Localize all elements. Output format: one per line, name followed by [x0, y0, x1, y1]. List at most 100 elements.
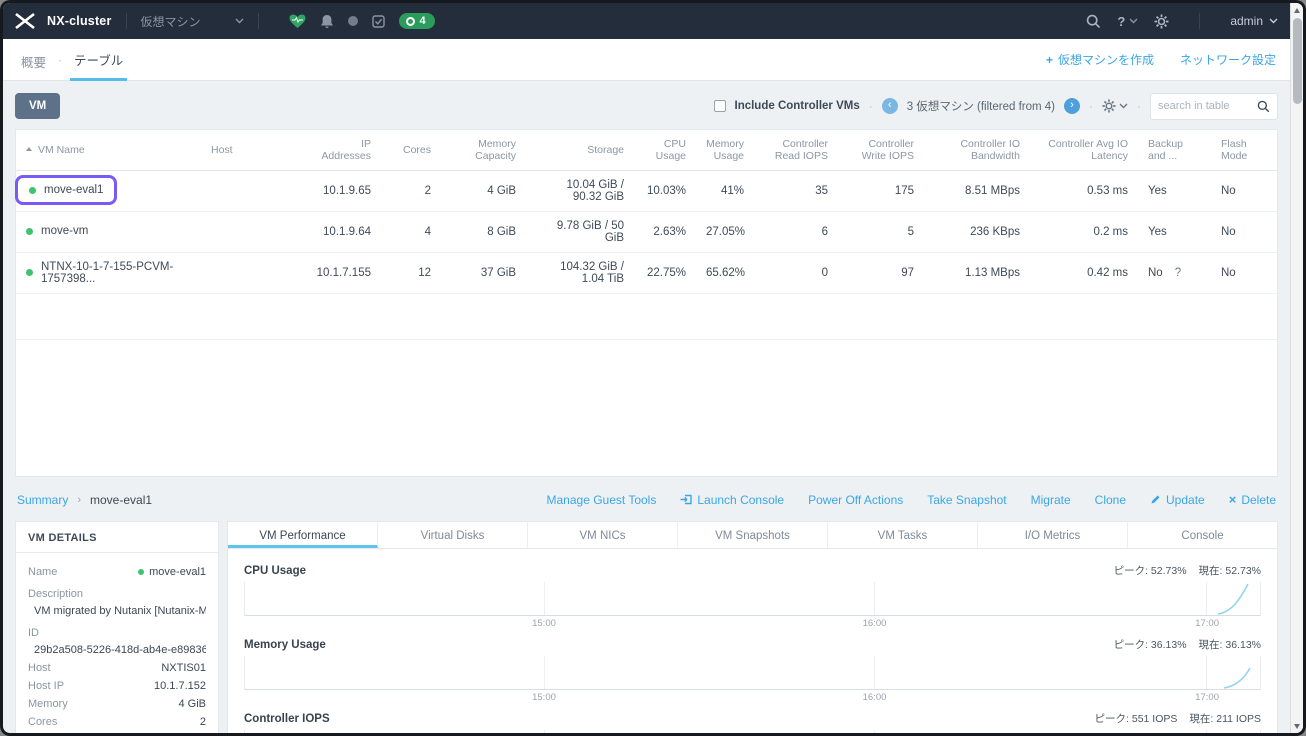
cell-cpu-usage: 22.75%	[634, 252, 696, 294]
vm-name[interactable]: NTNX-10-1-7-155-PCVM-1757398...	[26, 261, 191, 285]
field-value-host: NXTIS01	[161, 661, 206, 674]
chart-current: 現在: 211 IOPS	[1189, 712, 1261, 725]
user-menu[interactable]: admin	[1230, 14, 1278, 28]
field-label-description: Description	[28, 587, 84, 600]
vm-table: VM Name Host IP Addresses Cores Memory C…	[15, 130, 1277, 294]
include-controller-checkbox[interactable]	[713, 100, 726, 112]
selected-vm-name[interactable]: move-eval1	[15, 175, 118, 206]
badge-count: 4	[419, 15, 426, 27]
table-row-ntnx-pcvm[interactable]: NTNX-10-1-7-155-PCVM-1757398... 10.1.7.1…	[16, 252, 1277, 294]
vertical-scrollbar[interactable]	[1290, 3, 1303, 733]
tick-label: 15:00	[532, 691, 556, 703]
dot-separator: ·	[1089, 99, 1093, 113]
delete-button[interactable]: × Delete	[1228, 492, 1276, 507]
vm-power-on-icon	[26, 227, 33, 235]
tasks-icon[interactable]	[371, 14, 385, 28]
table-search-input[interactable]	[1158, 100, 1257, 112]
tab-vm-performance[interactable]: VM Performance	[228, 521, 378, 548]
cell-read-iops: 0	[754, 252, 838, 294]
col-header-memory[interactable]: Memory Capacity	[441, 130, 526, 171]
delete-x-icon: ×	[1228, 492, 1237, 507]
cell-cores: 12	[381, 252, 441, 294]
prev-page-icon[interactable]: ‹	[881, 98, 898, 114]
arrow-up-icon	[1294, 7, 1300, 13]
chart-plot-area	[244, 729, 1261, 733]
dot-separator: ·	[868, 99, 873, 113]
tab-io-metrics[interactable]: I/O Metrics	[978, 521, 1128, 548]
search-icon[interactable]	[1257, 100, 1270, 113]
tab-vm-snapshots[interactable]: VM Snapshots	[678, 521, 828, 548]
col-header-io-bandwidth[interactable]: Controller IO Bandwidth	[924, 130, 1030, 171]
scroll-down-button[interactable]	[1291, 719, 1303, 733]
take-snapshot-button[interactable]: Take Snapshot	[927, 492, 1007, 507]
col-header-memory-usage[interactable]: Memory Usage	[696, 130, 754, 171]
power-off-actions-button[interactable]: Power Off Actions	[808, 492, 904, 507]
tab-table[interactable]: テーブル	[70, 38, 128, 81]
tab-vm-tasks[interactable]: VM Tasks	[828, 521, 978, 548]
vm-actions: Manage Guest Tools Launch Console Power …	[547, 492, 1277, 507]
scroll-up-button[interactable]	[1291, 3, 1303, 17]
tab-vm-nics[interactable]: VM NICs	[528, 521, 678, 548]
tab-overview[interactable]: 概要	[21, 55, 47, 70]
tab-virtual-disks[interactable]: Virtual Disks	[378, 521, 528, 548]
col-header-cpu-usage[interactable]: CPU Usage	[634, 130, 696, 171]
divider	[125, 13, 127, 29]
user-name: admin	[1230, 14, 1263, 28]
col-header-ip[interactable]: IP Addresses	[306, 130, 381, 171]
launch-console-button[interactable]: Launch Console	[680, 493, 784, 507]
col-header-storage[interactable]: Storage	[526, 130, 634, 171]
breadcrumb-summary[interactable]: Summary	[17, 492, 69, 507]
next-page-icon[interactable]: ›	[1064, 98, 1080, 114]
task-count-badge[interactable]: 4	[398, 13, 435, 29]
col-header-vm-name[interactable]: VM Name	[16, 130, 201, 171]
col-header-host[interactable]: Host	[201, 130, 306, 171]
dot-separator: ·	[1137, 99, 1141, 113]
update-button[interactable]: Update	[1150, 493, 1205, 507]
divider	[257, 13, 259, 29]
field-label-memory: Memory	[28, 697, 68, 710]
migrate-button[interactable]: Migrate	[1030, 492, 1071, 507]
manage-guest-tools-button[interactable]: Manage Guest Tools	[546, 492, 657, 507]
scrollbar-track[interactable]	[1291, 17, 1303, 719]
vm-table-card: VM Name Host IP Addresses Cores Memory C…	[15, 129, 1278, 477]
cell-write-iops: 97	[838, 252, 924, 294]
table-row-move-eval1[interactable]: move-eval1 10.1.9.65 2 4 GiB 10.04 GiB /…	[15, 170, 1277, 212]
nutanix-x-logo-icon[interactable]	[15, 13, 35, 29]
help-menu[interactable]: ?	[1117, 14, 1138, 29]
table-row-move-vm[interactable]: move-vm 10.1.9.64 4 8 GiB 9.78 GiB / 50 …	[16, 211, 1277, 253]
memory-usage-chart: Memory Usage ピーク: 36.13% 現在: 36.13% 15:00…	[244, 637, 1261, 705]
detail-header: Summary › move-eval1 Manage Guest Tools …	[17, 489, 1276, 511]
col-header-flash-mode[interactable]: Flash Mode	[1211, 130, 1277, 171]
cell-io-bandwidth: 1.13 MBps	[924, 252, 1030, 294]
network-config-button[interactable]: ネットワーク設定	[1179, 53, 1276, 67]
health-heart-icon[interactable]	[289, 14, 306, 29]
arrow-down-icon	[1294, 723, 1300, 729]
gear-icon[interactable]	[1154, 14, 1169, 29]
col-header-avg-latency[interactable]: Controller Avg IO Latency	[1030, 130, 1138, 171]
chevron-down-icon	[1119, 103, 1128, 109]
vm-name[interactable]: move-vm	[26, 225, 88, 237]
scrollbar-thumb[interactable]	[1293, 18, 1302, 104]
search-icon[interactable]	[1086, 14, 1101, 29]
alerts-bell-icon[interactable]	[320, 14, 334, 29]
status-dot-icon[interactable]	[347, 16, 358, 26]
chart-plot-area	[244, 655, 1261, 690]
gear-icon	[1102, 99, 1116, 113]
col-header-read-iops[interactable]: Controller Read IOPS	[754, 130, 838, 171]
tab-console[interactable]: Console	[1181, 529, 1224, 542]
detail-tabs: VM Performance Virtual Disks VM NICs VM …	[228, 521, 1277, 549]
chart-plot-area	[244, 581, 1261, 616]
create-vm-button[interactable]: 仮想マシンを作成	[1046, 51, 1154, 68]
vm-filter-button[interactable]: VM	[15, 93, 61, 119]
col-header-cores[interactable]: Cores	[381, 130, 441, 171]
col-header-backup[interactable]: Backup and ...	[1138, 130, 1211, 171]
table-search	[1150, 92, 1278, 120]
backup-help-icon[interactable]: ?	[1174, 266, 1182, 279]
cell-storage: 9.78 GiB / 50 GiB	[526, 211, 634, 253]
clone-button[interactable]: Clone	[1094, 492, 1127, 507]
col-header-write-iops[interactable]: Controller Write IOPS	[838, 130, 924, 171]
entity-selector-dropdown[interactable]: 仮想マシン	[141, 13, 244, 30]
controller-iops-chart: Controller IOPS ピーク: 551 IOPS 現在: 211 IOP…	[244, 711, 1261, 733]
table-settings-menu[interactable]	[1102, 99, 1128, 113]
sparkline	[1223, 667, 1251, 689]
